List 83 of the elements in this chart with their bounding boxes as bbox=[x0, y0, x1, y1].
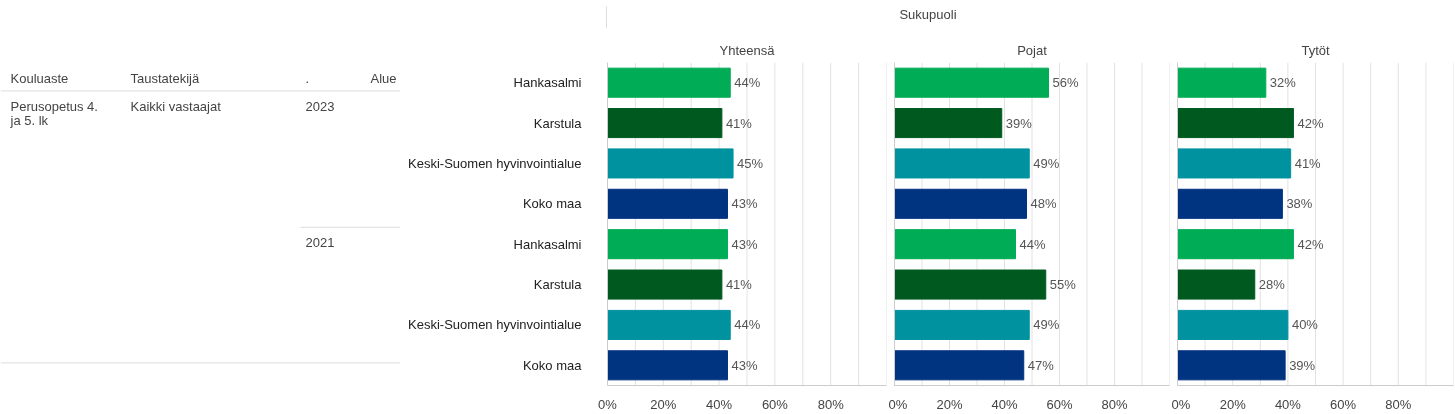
data-label: 47% bbox=[1027, 357, 1055, 373]
data-label: 44% bbox=[734, 75, 761, 91]
bar bbox=[1177, 269, 1256, 300]
data-label: 55% bbox=[1049, 277, 1077, 293]
bar bbox=[894, 309, 1030, 340]
data-label: 48% bbox=[1030, 196, 1057, 212]
data-label: 32% bbox=[1269, 75, 1297, 91]
y-tick-label: Hankasalmi bbox=[513, 236, 582, 252]
bar bbox=[607, 148, 734, 179]
text: 2023 bbox=[305, 98, 335, 114]
x-tick-label: 60% bbox=[1046, 396, 1073, 412]
x-tick-label: 80% bbox=[1101, 396, 1128, 412]
x-tick-label: 40% bbox=[991, 396, 1018, 412]
text: 2021 bbox=[305, 234, 335, 250]
x-tick-label: 60% bbox=[1330, 396, 1357, 412]
bar bbox=[1177, 67, 1267, 98]
bar bbox=[1177, 148, 1292, 179]
chart-title: Tytöt bbox=[1301, 42, 1330, 58]
data-label: 43% bbox=[731, 236, 758, 252]
data-label: 43% bbox=[731, 196, 758, 212]
x-tick-label: 40% bbox=[1274, 396, 1302, 412]
data-label: 40% bbox=[1291, 317, 1319, 333]
y-tick-label: Koko maa bbox=[522, 357, 583, 373]
bar bbox=[1177, 188, 1283, 219]
bar bbox=[607, 350, 728, 381]
data-label: 44% bbox=[734, 317, 761, 333]
y-tick-label: Hankasalmi bbox=[513, 75, 582, 91]
x-tick-label: 80% bbox=[817, 396, 845, 412]
x-tick-label: 60% bbox=[761, 396, 789, 412]
bar bbox=[1177, 350, 1286, 381]
data-label: 42% bbox=[1297, 115, 1324, 131]
y-tick-label: Keski-Suomen hyvinvointialue bbox=[408, 317, 582, 333]
data-label: 39% bbox=[1005, 115, 1033, 131]
bar bbox=[607, 67, 731, 98]
data-label: 45% bbox=[737, 155, 764, 171]
bar bbox=[894, 188, 1027, 219]
x-tick-label: 20% bbox=[936, 396, 963, 412]
bar bbox=[607, 309, 731, 340]
chart-title: Pojat bbox=[1017, 42, 1048, 58]
x-tick-label: 20% bbox=[650, 396, 677, 412]
y-tick-label: Karstula bbox=[533, 277, 583, 293]
x-tick-label: 0% bbox=[598, 396, 618, 412]
text: . bbox=[305, 70, 310, 86]
bar bbox=[607, 269, 723, 300]
data-label: 41% bbox=[725, 115, 753, 131]
text: Alue bbox=[370, 70, 397, 86]
data-label: 42% bbox=[1297, 236, 1324, 252]
bar bbox=[894, 229, 1016, 260]
bar bbox=[607, 229, 728, 260]
data-label: 44% bbox=[1019, 236, 1046, 252]
data-label: 49% bbox=[1033, 317, 1060, 333]
text: Taustatekijä bbox=[130, 70, 200, 86]
bar bbox=[1177, 309, 1289, 340]
bar bbox=[607, 108, 723, 139]
y-tick-label: Keski-Suomen hyvinvointialue bbox=[408, 155, 582, 171]
x-tick-label: 0% bbox=[888, 396, 908, 412]
data-label: 41% bbox=[1294, 155, 1322, 171]
data-label: 49% bbox=[1033, 155, 1060, 171]
x-tick-label: 0% bbox=[1171, 396, 1191, 412]
chart-title: Yhteensä bbox=[719, 42, 776, 58]
data-label: 38% bbox=[1286, 196, 1313, 212]
x-tick-label: 40% bbox=[706, 396, 733, 412]
data-label: 43% bbox=[731, 357, 758, 373]
bar bbox=[894, 269, 1047, 300]
text: Perusopetus 4. ja 5. lk bbox=[9, 98, 98, 128]
bar bbox=[1177, 229, 1294, 260]
data-label: 28% bbox=[1258, 277, 1286, 293]
data-label: 39% bbox=[1289, 357, 1316, 373]
bar bbox=[607, 188, 728, 219]
bar bbox=[894, 148, 1030, 179]
x-tick-label: 80% bbox=[1385, 396, 1412, 412]
y-tick-label: Karstula bbox=[533, 115, 583, 131]
data-label: 41% bbox=[725, 277, 753, 293]
y-tick-label: Koko maa bbox=[522, 196, 583, 212]
data-label: 56% bbox=[1052, 75, 1079, 91]
x-tick-label: 20% bbox=[1219, 396, 1247, 412]
bar bbox=[894, 350, 1025, 381]
bar bbox=[894, 67, 1049, 98]
bar bbox=[1177, 108, 1294, 139]
text: Kouluaste bbox=[10, 70, 69, 86]
bar bbox=[894, 108, 1003, 139]
text: Kaikki vastaajat bbox=[130, 98, 222, 114]
text: Sukupuoli bbox=[899, 7, 957, 22]
